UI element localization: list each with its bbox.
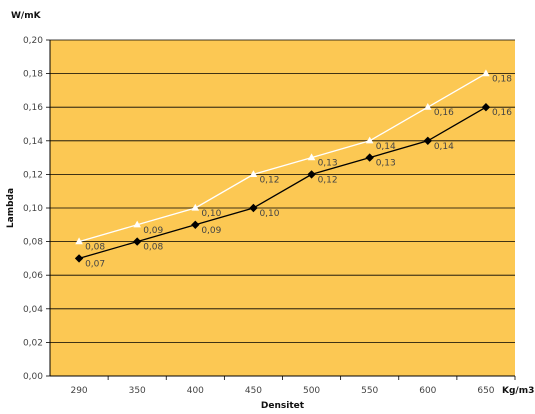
- series-2-data-label: 0,14: [434, 142, 454, 152]
- series-2-data-label: 0,07: [85, 259, 105, 269]
- y-tick-label: 0,16: [23, 103, 43, 113]
- series-1-data-label: 0,18: [492, 75, 512, 85]
- y-tick-label: 0,20: [23, 36, 43, 46]
- x-axis-title: Densitet: [261, 401, 305, 411]
- series-2-point: [423, 136, 433, 145]
- series-2-point: [307, 170, 316, 179]
- y-tick-label: 0,10: [23, 204, 43, 214]
- series-1-data-label: 0,10: [201, 209, 221, 219]
- series-1-data-label: 0,12: [259, 175, 279, 185]
- series-1-point: [482, 69, 490, 77]
- series-2-data-label: 0,10: [259, 209, 279, 219]
- y-tick-label: 0,12: [23, 170, 43, 180]
- data-labels: 0,08 0,09 0,10 0,12 0,13 0,14 0,16 0,18 0,07 0,08…: [85, 75, 512, 270]
- y-tick-label: 0,18: [23, 70, 43, 80]
- y-tick-label: 0,04: [23, 305, 43, 315]
- series-1-point: [191, 203, 200, 211]
- y-tick-label: 0,08: [23, 238, 43, 248]
- y-tick-label: 0,06: [23, 271, 43, 281]
- series-layer: [74, 69, 491, 263]
- series-1-point: [307, 153, 316, 161]
- x-tick-label: 600: [419, 386, 436, 396]
- series-2-data-label: 0,08: [143, 243, 163, 253]
- series-line-2: [78, 106, 487, 260]
- series-2-point: [74, 254, 84, 263]
- series-2-data-label: 0,13: [376, 159, 396, 169]
- series-2-point: [132, 237, 142, 246]
- x-tick-label: 350: [129, 386, 146, 396]
- series-1-point: [75, 237, 83, 245]
- y-tick-label: 0,02: [23, 338, 43, 348]
- series-2-point: [365, 153, 374, 162]
- x-tick-label: 450: [245, 386, 262, 396]
- series-1-data-label: 0,09: [143, 226, 163, 236]
- series-line-1: [78, 73, 487, 243]
- x-tick-label: 650: [477, 386, 494, 396]
- series-1-point: [249, 170, 258, 177]
- x-tick-label: 550: [361, 386, 378, 396]
- series-2-point: [249, 203, 258, 213]
- x-tick-label: 400: [187, 386, 204, 396]
- series-1-point: [133, 220, 141, 228]
- y-tick-label: 0,00: [23, 372, 43, 382]
- series-1-data-label: 0,14: [376, 142, 396, 152]
- series-1-data-label: 0,16: [434, 108, 454, 118]
- series-1-point: [365, 136, 374, 144]
- series-2-point: [481, 103, 491, 112]
- series-2-data-label: 0,09: [201, 226, 221, 236]
- series-1-data-label: 0,13: [318, 159, 338, 169]
- x-tick-label: 290: [70, 386, 87, 396]
- y-tick-label: 0,14: [23, 137, 43, 147]
- x-unit-label: Kg/m3: [502, 386, 534, 396]
- series-2-data-label: 0,12: [318, 175, 338, 185]
- series-2-point: [191, 220, 200, 229]
- y-axis-title: Lambda: [6, 188, 16, 228]
- axes: 0,00 0,02 0,04 0,06 0,08 0,10 0,12 0,14 0,16 0,18…: [23, 36, 516, 396]
- series-1-point: [424, 103, 432, 110]
- y-unit-label: W/mK: [11, 11, 42, 21]
- series-1-data-label: 0,08: [85, 243, 105, 253]
- series-2-data-label: 0,16: [492, 108, 512, 118]
- x-tick-label: 500: [303, 386, 320, 396]
- gridlines: [50, 39, 515, 343]
